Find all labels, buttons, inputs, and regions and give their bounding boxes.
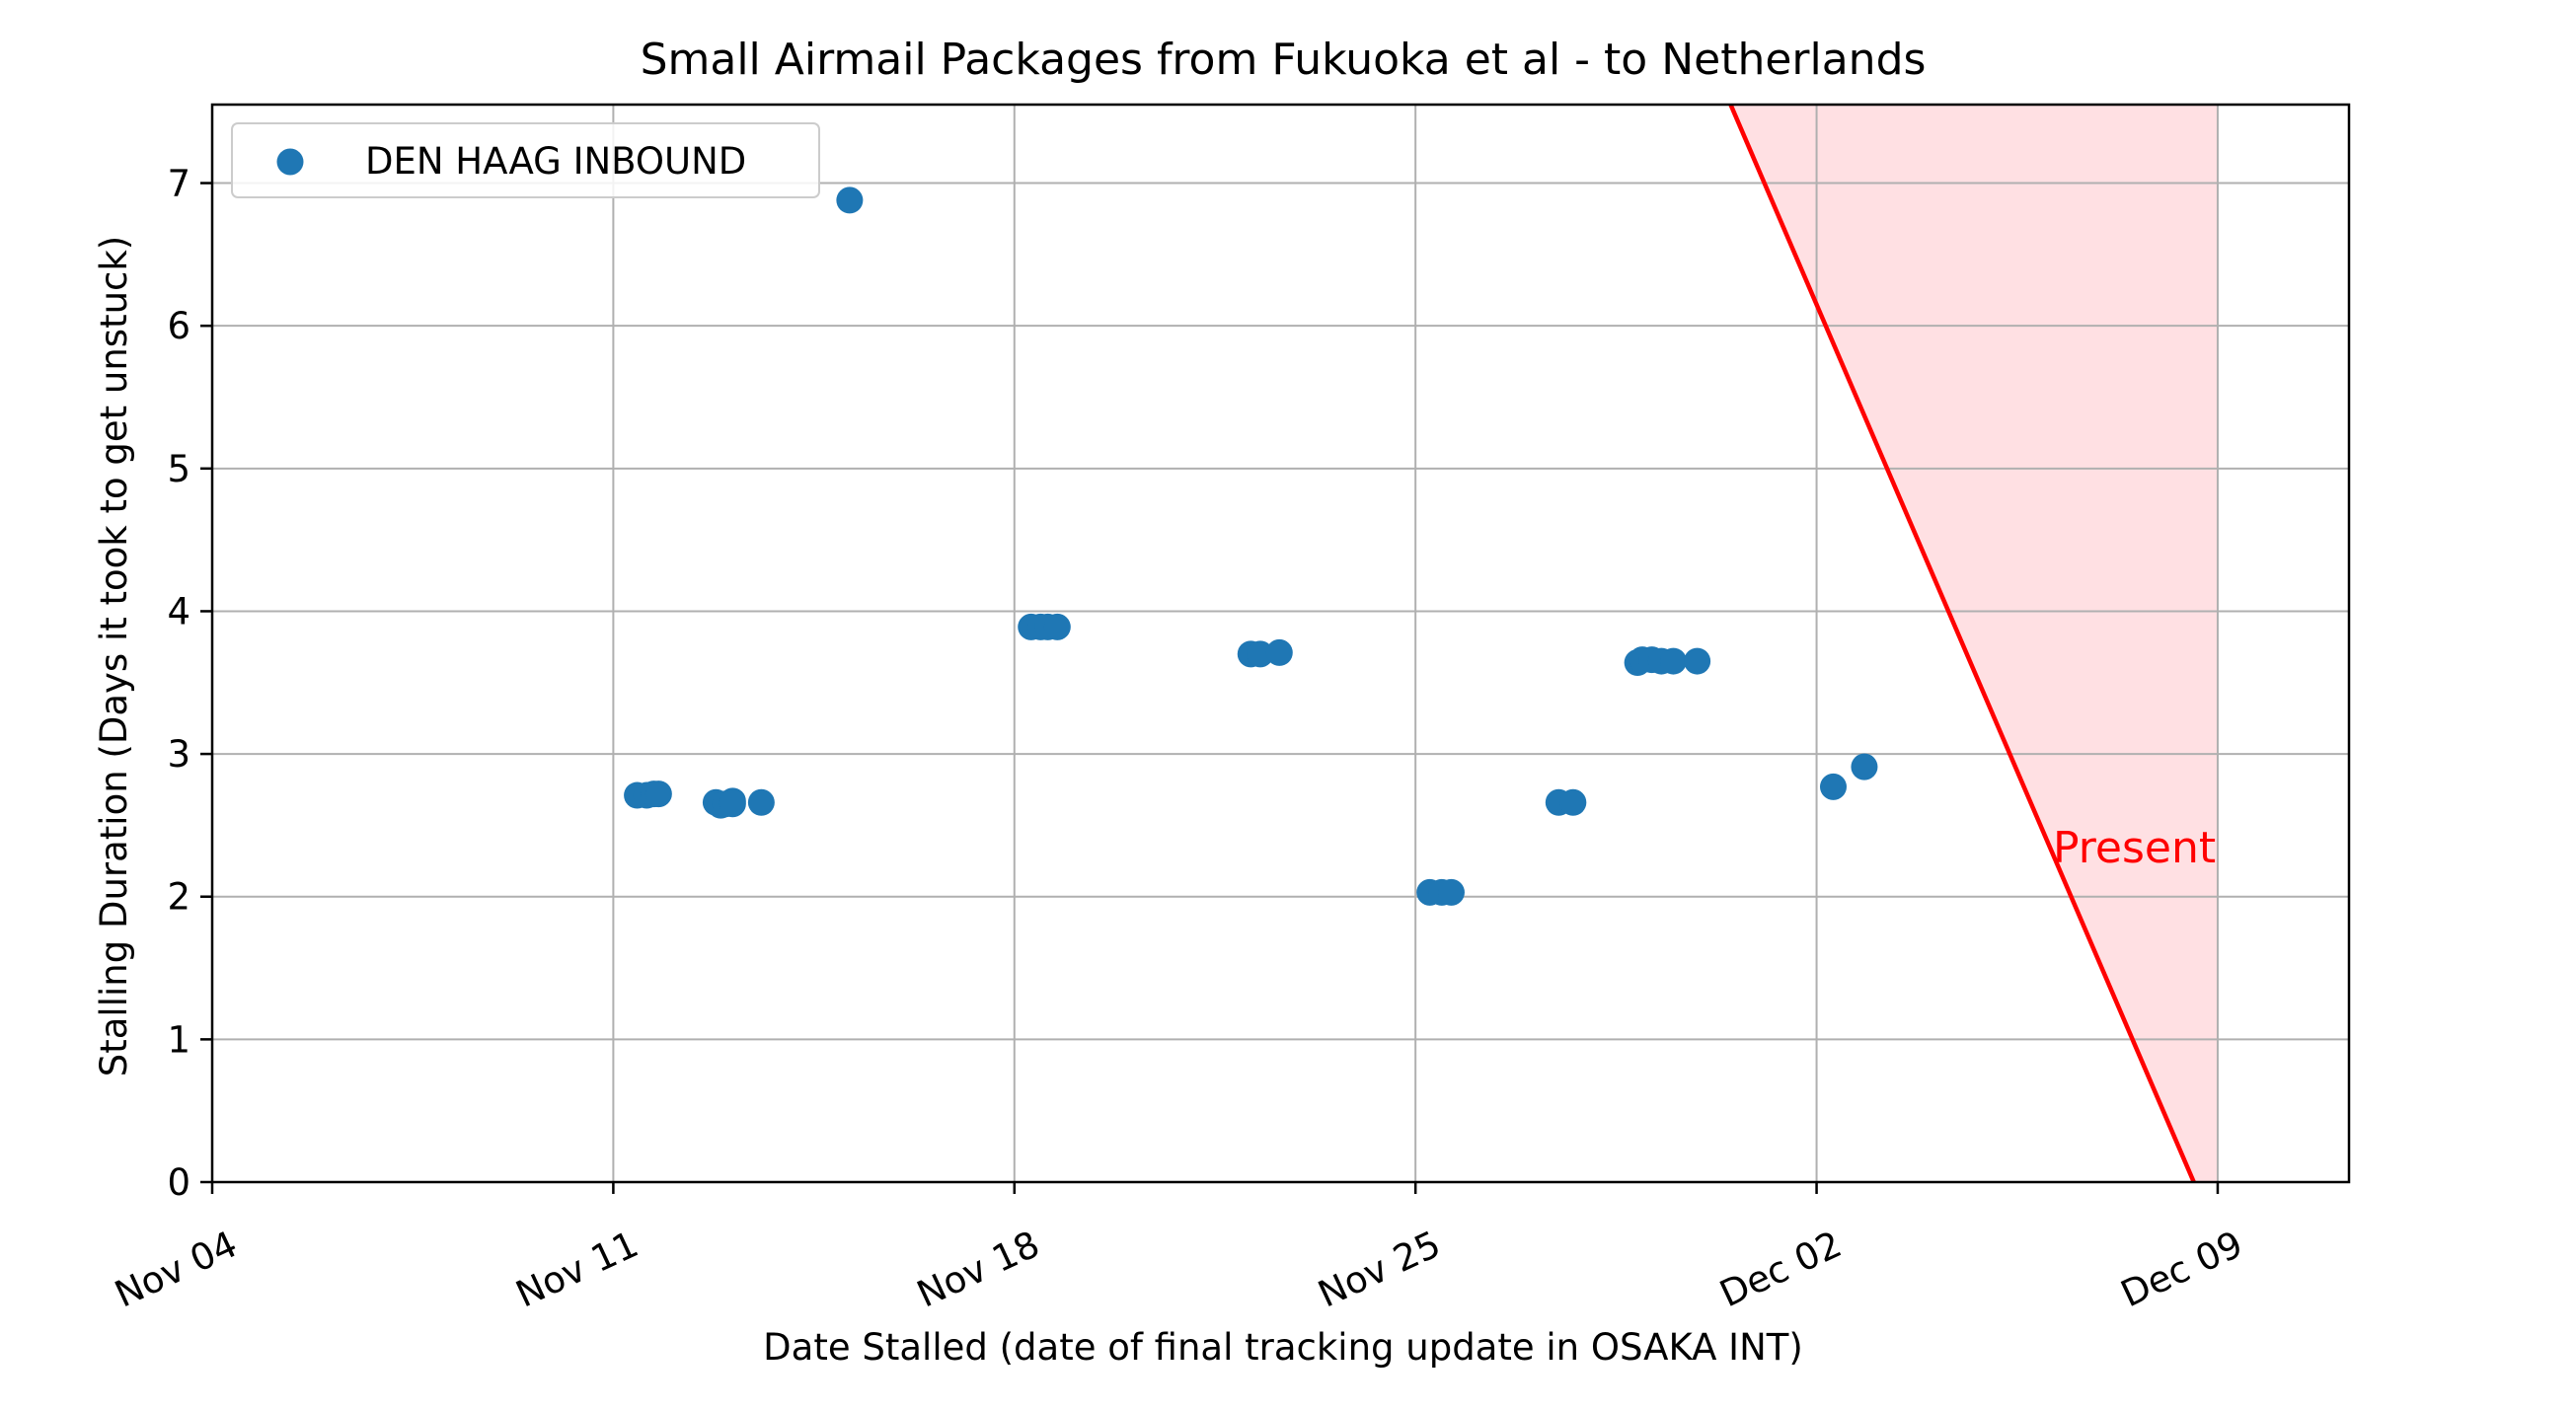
data-point: [644, 780, 672, 808]
data-point: [1659, 647, 1687, 675]
data-point: [1265, 638, 1293, 666]
present-line: [1728, 104, 2196, 1183]
x-axis-label: Date Stalled (date of final tracking upd…: [763, 1326, 1803, 1369]
present-line-layer: [1728, 104, 2196, 1183]
data-point: [1819, 773, 1847, 800]
present-annotation: Present: [2053, 823, 2216, 873]
plot-frame: [210, 103, 2351, 1184]
data-point: [1437, 878, 1465, 906]
y-tick-label: 3: [167, 733, 190, 776]
legend-box: [231, 122, 820, 198]
y-tick-label: 4: [167, 590, 190, 632]
data-point: [1684, 647, 1711, 675]
data-point: [836, 186, 864, 214]
present-shade-layer: [1730, 105, 2218, 1182]
y-tick-label: 5: [167, 448, 190, 490]
y-tick-label: 1: [167, 1018, 190, 1061]
legend-label: DEN HAAG INBOUND: [365, 140, 746, 183]
data-point: [719, 790, 746, 818]
data-point: [1043, 613, 1071, 640]
y-tick-label: 6: [167, 305, 190, 347]
data-point: [1851, 753, 1878, 780]
data-point: [1247, 640, 1274, 668]
legend: DEN HAAG INBOUND: [231, 122, 820, 198]
chart-title: Small Airmail Packages from Fukuoka et a…: [641, 35, 1927, 85]
y-axis-label: Stalling Duration (Days it took to get u…: [93, 236, 135, 1077]
present-shaded-region: [1730, 105, 2218, 1182]
y-tick-label: 7: [167, 163, 190, 205]
y-tick-label: 0: [167, 1161, 190, 1204]
data-point: [747, 788, 775, 816]
y-tick-label: 2: [167, 876, 190, 919]
data-point: [1559, 788, 1587, 816]
points-layer: [624, 186, 1878, 906]
legend-marker: [276, 148, 304, 176]
